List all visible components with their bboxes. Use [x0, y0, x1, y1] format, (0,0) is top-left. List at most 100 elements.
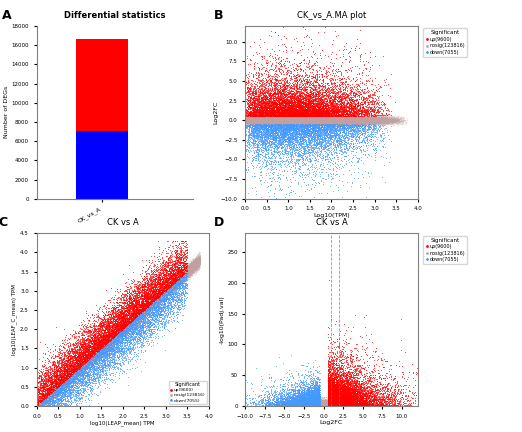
Point: [310, 402, 318, 409]
Point: [315, 403, 323, 410]
Point: [341, 118, 350, 125]
Point: [327, 402, 335, 409]
Point: [297, 402, 305, 409]
Point: [35, 396, 44, 403]
Point: [300, 403, 308, 410]
Point: [308, 403, 316, 410]
Point: [244, 116, 252, 123]
Point: [90, 351, 99, 358]
Point: [307, 95, 315, 102]
Point: [319, 402, 327, 409]
Point: [97, 346, 105, 353]
Point: [82, 361, 90, 368]
Point: [340, 402, 348, 409]
Point: [70, 368, 78, 375]
Point: [35, 403, 43, 410]
Point: [309, 402, 317, 409]
Point: [144, 285, 152, 292]
Point: [191, 262, 199, 269]
Point: [110, 330, 118, 337]
Point: [305, 402, 313, 409]
Point: [244, 117, 252, 124]
Point: [53, 388, 62, 394]
Point: [155, 293, 163, 300]
Point: [303, 402, 311, 409]
Point: [310, 402, 318, 409]
Point: [193, 261, 201, 268]
Point: [45, 394, 53, 400]
Point: [334, 118, 342, 125]
Point: [103, 339, 111, 346]
Point: [266, 116, 274, 123]
Point: [191, 266, 199, 273]
Point: [170, 280, 179, 286]
Point: [261, 116, 269, 123]
Point: [325, 402, 333, 409]
Point: [48, 387, 56, 394]
Point: [301, 403, 309, 410]
Point: [293, 115, 301, 122]
Point: [333, 119, 341, 126]
Point: [335, 400, 343, 407]
Point: [263, 117, 271, 124]
Point: [55, 379, 64, 386]
Point: [338, 401, 347, 408]
Point: [162, 285, 171, 292]
Point: [54, 385, 62, 392]
Point: [123, 322, 132, 329]
Point: [322, 400, 330, 407]
Point: [336, 398, 344, 405]
Point: [317, 403, 325, 410]
Point: [301, 402, 309, 409]
Point: [274, 114, 282, 121]
Point: [152, 299, 161, 305]
Point: [175, 277, 184, 284]
Point: [329, 402, 337, 409]
Point: [86, 356, 94, 363]
Point: [337, 401, 346, 408]
Point: [264, 120, 272, 127]
Point: [330, 401, 338, 408]
Point: [315, 118, 323, 125]
Point: [327, 400, 336, 407]
Point: [318, 403, 327, 410]
Point: [325, 402, 334, 409]
Point: [287, 118, 295, 125]
Point: [295, 402, 303, 409]
Point: [164, 283, 173, 290]
Point: [294, 400, 302, 407]
Point: [309, 117, 317, 124]
Point: [337, 383, 345, 390]
Point: [120, 320, 128, 327]
Point: [333, 116, 341, 123]
Point: [305, 400, 314, 407]
Point: [262, 115, 270, 122]
Point: [315, 402, 323, 409]
Point: [144, 304, 152, 311]
Point: [315, 402, 323, 409]
Point: [307, 402, 315, 409]
Point: [36, 391, 44, 398]
Point: [44, 386, 52, 393]
Point: [373, 119, 382, 126]
Point: [320, 109, 328, 116]
Point: [88, 353, 97, 360]
Point: [278, 118, 287, 125]
Point: [168, 281, 176, 288]
Point: [324, 395, 332, 402]
Point: [63, 381, 72, 388]
Point: [302, 400, 311, 407]
Point: [41, 399, 49, 406]
Point: [314, 401, 322, 408]
Point: [289, 132, 298, 139]
Point: [339, 400, 348, 407]
Point: [321, 401, 329, 408]
Point: [335, 394, 343, 400]
Point: [310, 112, 318, 119]
Point: [306, 401, 315, 408]
Point: [319, 400, 327, 407]
Point: [86, 352, 94, 359]
Point: [262, 147, 270, 154]
Point: [55, 381, 64, 388]
Point: [325, 402, 333, 409]
